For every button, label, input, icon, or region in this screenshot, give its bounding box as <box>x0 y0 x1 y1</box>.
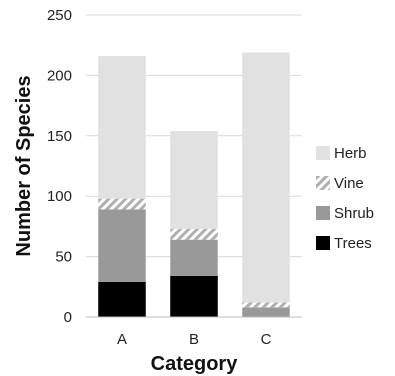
legend-swatch-shrub <box>316 206 330 220</box>
bar-c-vine <box>242 302 290 308</box>
y-tick-label: 200 <box>47 67 72 84</box>
legend-label-shrub: Shrub <box>334 205 374 222</box>
bar-a-vine <box>98 198 146 210</box>
bar-a-herb <box>98 56 146 199</box>
bar-c-shrub <box>242 307 290 317</box>
x-tick-labels: A B C <box>117 331 272 348</box>
x-tick-label: B <box>189 331 199 348</box>
y-tick-labels: 0 50 100 150 200 250 <box>47 7 72 326</box>
legend-label-vine: Vine <box>334 175 364 192</box>
bar-a-shrub <box>98 209 146 282</box>
y-tick-label: 150 <box>47 128 72 145</box>
y-tick-label: 250 <box>47 7 72 24</box>
y-tick-label: 50 <box>55 249 72 266</box>
legend-swatch-vine <box>316 176 330 190</box>
legend-label-trees: Trees <box>334 235 372 252</box>
bar-b-herb <box>170 130 218 229</box>
bars <box>98 52 290 317</box>
bar-c-herb <box>242 52 290 303</box>
legend-swatch-trees <box>316 236 330 250</box>
bar-b-trees <box>170 275 218 317</box>
x-tick-label: C <box>261 331 272 348</box>
y-tick-label: 0 <box>64 309 72 326</box>
legend-swatch-herb <box>316 146 330 160</box>
bar-b-shrub <box>170 239 218 276</box>
x-tick-label: A <box>117 331 127 348</box>
y-tick-label: 100 <box>47 188 72 205</box>
bar-b-vine <box>170 228 218 240</box>
x-axis-title: Category <box>151 353 239 375</box>
legend: Herb Vine Shrub Trees <box>316 145 374 252</box>
y-axis-title: Number of Species <box>13 75 35 256</box>
bar-a-trees <box>98 281 146 317</box>
legend-label-herb: Herb <box>334 145 367 162</box>
